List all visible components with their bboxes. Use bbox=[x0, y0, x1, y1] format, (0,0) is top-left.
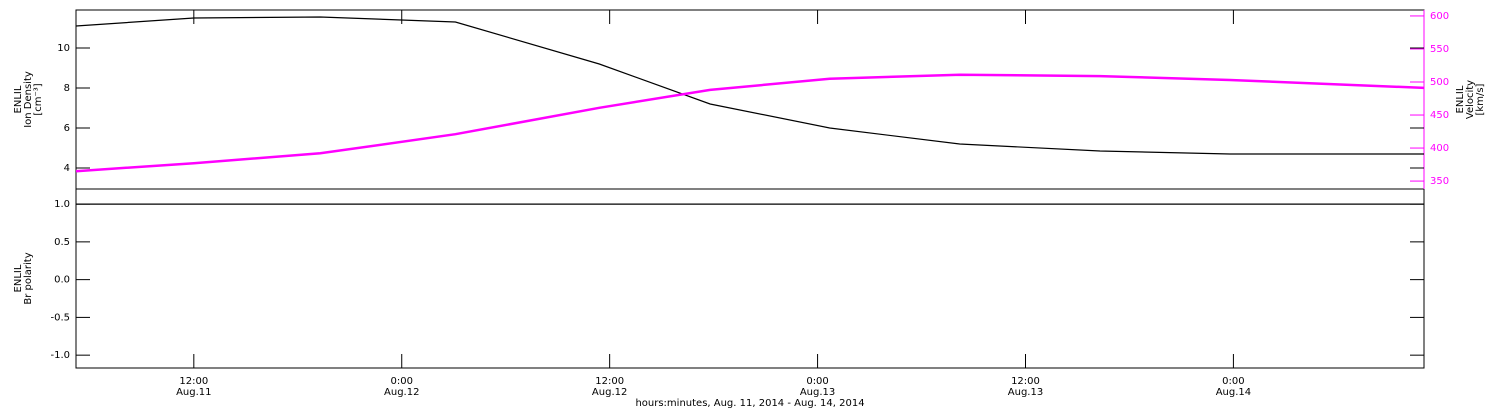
bottom-panel-frame bbox=[75, 188, 1425, 369]
x-tick-date: Aug.12 bbox=[384, 387, 419, 398]
y-tick-label: -1.0 bbox=[50, 350, 70, 361]
y-tick-label: 4 bbox=[64, 163, 70, 174]
x-tick-date: Aug.11 bbox=[176, 387, 211, 398]
y2-axis-label: ENLIL bbox=[1455, 85, 1466, 113]
x-tick-date: Aug.13 bbox=[800, 387, 835, 398]
x-tick-label: 12:00 bbox=[1011, 376, 1040, 387]
x-axis-label: hours:minutes, Aug. 11, 2014 - Aug. 14, … bbox=[635, 398, 864, 409]
y2-tick-label: 550 bbox=[1430, 44, 1449, 55]
y2-tick-label: 600 bbox=[1430, 11, 1449, 22]
top-panel-frame bbox=[75, 9, 1425, 190]
y-tick-label: 1.0 bbox=[54, 199, 70, 210]
y2-tick-label: 500 bbox=[1430, 77, 1449, 88]
y-axis-label: ENLIL bbox=[13, 85, 24, 113]
y-axis-label: Ion Density bbox=[23, 71, 34, 128]
x-tick-date: Aug.12 bbox=[592, 387, 627, 398]
y2-axis-label: Velocity bbox=[1465, 80, 1476, 119]
x-tick-label: 12:00 bbox=[595, 376, 624, 387]
y-tick-label: 6 bbox=[64, 123, 70, 134]
x-tick-label: 0:00 bbox=[1222, 376, 1244, 387]
data-line bbox=[75, 16, 1424, 155]
y2-tick-label: 450 bbox=[1430, 110, 1449, 121]
y-tick-label: 10 bbox=[57, 43, 70, 54]
y2-tick-label: 400 bbox=[1430, 143, 1449, 154]
y2-tick-label: 350 bbox=[1430, 176, 1449, 187]
x-tick-label: 12:00 bbox=[179, 376, 208, 387]
y-tick-label: 0.0 bbox=[54, 275, 70, 286]
y2-axis-label: [km/s] bbox=[1475, 83, 1486, 115]
x-tick-label: 0:00 bbox=[391, 376, 413, 387]
y-axis-label: Br polarity bbox=[23, 252, 34, 304]
x-tick-label: 0:00 bbox=[806, 376, 828, 387]
y-tick-label: 8 bbox=[64, 83, 70, 94]
y-axis-label: ENLIL bbox=[13, 264, 24, 292]
y-tick-label: -0.5 bbox=[50, 312, 70, 323]
x-tick-date: Aug.13 bbox=[1008, 387, 1043, 398]
y-axis-label: [cm⁻³] bbox=[33, 83, 44, 115]
data-line bbox=[75, 73, 1425, 173]
x-tick-date: Aug.14 bbox=[1216, 387, 1251, 398]
y-tick-label: 0.5 bbox=[54, 237, 70, 248]
